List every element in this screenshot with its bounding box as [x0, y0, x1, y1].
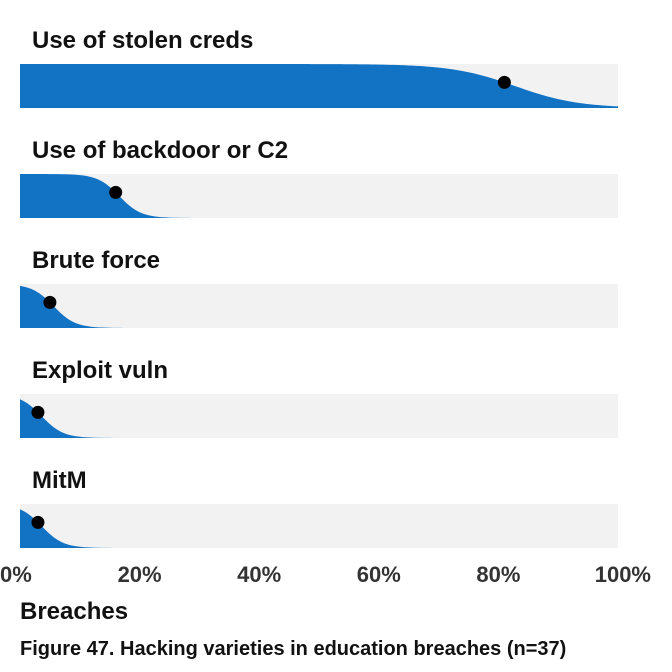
row-label-mitm: MitM	[32, 467, 87, 494]
track-brute-force	[20, 284, 618, 328]
row-label-brute-force: Brute force	[32, 247, 160, 274]
track-mitm	[20, 504, 618, 548]
point-mitm	[31, 515, 45, 529]
row-label-exploit-vuln: Exploit vuln	[32, 357, 168, 384]
point-use-of-backdoor-or-c2	[109, 185, 123, 199]
tick-label-3: 60%	[357, 562, 401, 587]
row-brute-force: Brute force	[20, 247, 618, 328]
tick-label-5: 100%	[595, 562, 651, 587]
row-use-of-stolen-creds: Use of stolen creds	[20, 27, 618, 108]
tick-label-0: 0%	[0, 562, 32, 587]
area-use-of-stolen-creds	[20, 64, 618, 108]
point-use-of-stolen-creds	[497, 75, 511, 89]
tick-label-4: 80%	[476, 562, 520, 587]
row-use-of-backdoor-or-c2: Use of backdoor or C2	[20, 137, 618, 218]
row-label-use-of-stolen-creds: Use of stolen creds	[32, 27, 253, 54]
track-exploit-vuln	[20, 394, 618, 438]
point-brute-force	[43, 295, 57, 309]
tick-label-2: 40%	[237, 562, 281, 587]
figure-caption: Figure 47. Hacking varieties in educatio…	[20, 638, 566, 660]
row-exploit-vuln: Exploit vuln	[20, 357, 618, 438]
tick-label-1: 20%	[118, 562, 162, 587]
area-use-of-backdoor-or-c2	[20, 174, 618, 218]
row-label-use-of-backdoor-or-c2: Use of backdoor or C2	[32, 137, 288, 164]
x-axis-title: Breaches	[20, 598, 128, 625]
chart-rows: Use of stolen creds Use of backdoor or C2…	[20, 27, 618, 548]
point-exploit-vuln	[31, 405, 45, 419]
row-mitm: MitM	[20, 467, 618, 548]
x-axis-ticks: 0% 20% 40% 60% 80% 100%	[0, 562, 651, 587]
